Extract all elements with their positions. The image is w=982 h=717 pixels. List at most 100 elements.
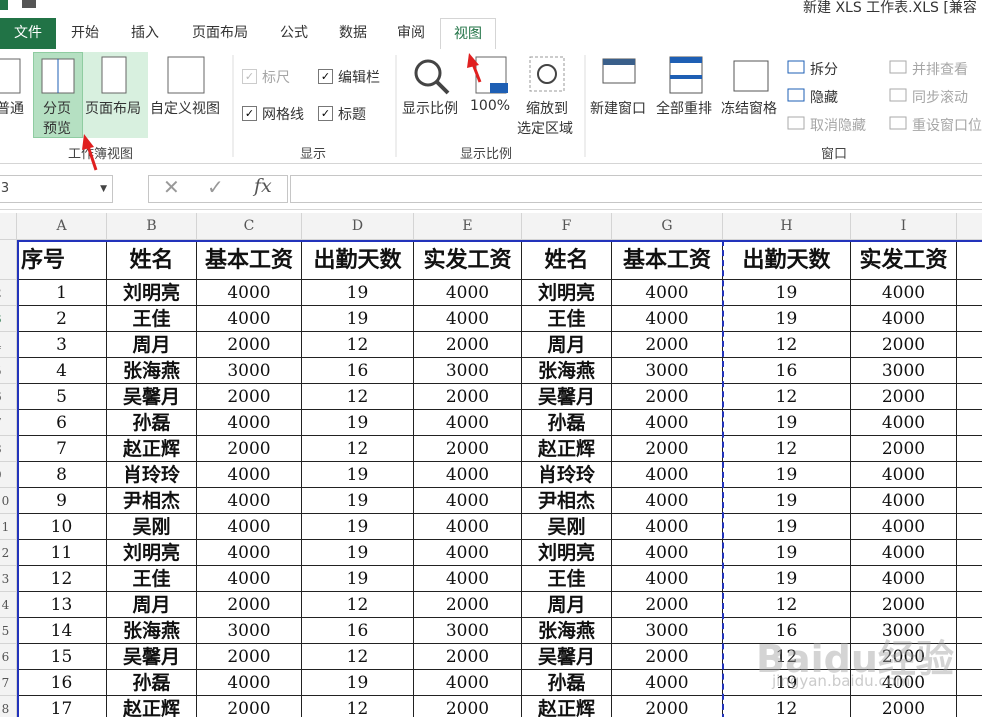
table-cell[interactable]: 2000 <box>612 592 723 618</box>
empty-cell[interactable] <box>957 540 982 566</box>
row-header[interactable]: 7 <box>0 410 17 436</box>
table-cell[interactable]: 2000 <box>851 332 957 358</box>
table-cell[interactable]: 吴刚 <box>107 514 197 540</box>
save-icon[interactable] <box>22 0 36 8</box>
table-cell[interactable]: 4000 <box>851 540 957 566</box>
row-header[interactable]: 11 <box>0 514 17 540</box>
table-cell[interactable]: 4000 <box>612 280 723 306</box>
table-cell[interactable]: 12 <box>302 644 414 670</box>
table-cell[interactable]: 尹相杰 <box>522 488 612 514</box>
table-cell[interactable]: 12 <box>17 566 107 592</box>
table-cell[interactable]: 4000 <box>414 670 522 696</box>
table-cell[interactable]: 4000 <box>612 514 723 540</box>
table-cell[interactable]: 4000 <box>851 462 957 488</box>
table-cell[interactable]: 2000 <box>414 384 522 410</box>
table-cell[interactable]: 19 <box>723 410 851 436</box>
empty-cell[interactable] <box>957 306 982 332</box>
table-cell[interactable]: 4000 <box>197 410 302 436</box>
table-cell[interactable]: 2000 <box>612 644 723 670</box>
empty-cell[interactable] <box>957 644 982 670</box>
row-header[interactable]: 8 <box>0 436 17 462</box>
table-cell[interactable]: 3000 <box>414 618 522 644</box>
table-cell[interactable]: 12 <box>723 436 851 462</box>
table-cell[interactable]: 4000 <box>851 566 957 592</box>
table-cell[interactable]: 3 <box>17 332 107 358</box>
table-cell[interactable]: 4000 <box>197 540 302 566</box>
enter-button[interactable]: ✓ <box>207 175 224 199</box>
table-cell[interactable]: 17 <box>17 696 107 717</box>
checkbox[interactable]: ✓ <box>242 106 257 121</box>
ribbon-button[interactable]: 隐藏 <box>810 90 838 106</box>
table-cell[interactable]: 11 <box>17 540 107 566</box>
table-cell[interactable]: 19 <box>302 488 414 514</box>
table-cell[interactable]: 12 <box>302 696 414 717</box>
column-header[interactable]: B <box>107 213 197 240</box>
table-cell[interactable]: 3000 <box>612 618 723 644</box>
empty-cell[interactable] <box>957 592 982 618</box>
table-cell[interactable]: 4000 <box>612 566 723 592</box>
table-cell[interactable]: 周月 <box>522 592 612 618</box>
table-cell[interactable]: 刘明亮 <box>522 540 612 566</box>
checkbox[interactable]: ✓ <box>242 69 257 84</box>
table-cell[interactable]: 孙磊 <box>107 670 197 696</box>
ribbon-tab[interactable]: 视图 <box>440 18 496 50</box>
column-header[interactable]: G <box>612 213 723 240</box>
row-header[interactable]: 12 <box>0 540 17 566</box>
row-header[interactable]: 16 <box>0 644 17 670</box>
table-cell[interactable]: 4000 <box>414 540 522 566</box>
table-cell[interactable]: 2000 <box>197 696 302 717</box>
table-cell[interactable]: 2000 <box>197 644 302 670</box>
empty-cell[interactable] <box>957 462 982 488</box>
table-cell[interactable]: 19 <box>723 306 851 332</box>
table-cell[interactable]: 4000 <box>197 462 302 488</box>
table-cell[interactable]: 4000 <box>414 462 522 488</box>
table-cell[interactable]: 4000 <box>851 280 957 306</box>
table-cell[interactable]: 2000 <box>414 332 522 358</box>
table-cell[interactable]: 2000 <box>197 592 302 618</box>
table-cell[interactable]: 19 <box>723 280 851 306</box>
table-cell[interactable]: 13 <box>17 592 107 618</box>
table-cell[interactable]: 12 <box>723 384 851 410</box>
table-cell[interactable]: 张海燕 <box>522 618 612 644</box>
checkbox-label[interactable]: 标题 <box>338 107 366 123</box>
table-cell[interactable]: 赵正辉 <box>107 436 197 462</box>
table-cell[interactable]: 孙磊 <box>522 410 612 436</box>
table-cell[interactable]: 19 <box>302 670 414 696</box>
ribbon-tab[interactable]: 开始 <box>71 25 99 41</box>
table-cell[interactable]: 19 <box>723 462 851 488</box>
ribbon-button[interactable]: 拆分 <box>810 62 838 78</box>
table-cell[interactable]: 2000 <box>612 384 723 410</box>
table-cell[interactable]: 16 <box>302 358 414 384</box>
ribbon-button[interactable]: 普通 <box>0 101 24 117</box>
column-header[interactable]: H <box>723 213 851 240</box>
row-header[interactable]: 4 <box>0 332 17 358</box>
table-cell[interactable]: 2000 <box>851 696 957 717</box>
table-cell[interactable]: 4000 <box>612 540 723 566</box>
table-cell[interactable]: 12 <box>723 644 851 670</box>
table-cell[interactable]: 2000 <box>851 592 957 618</box>
table-cell[interactable]: 2000 <box>612 436 723 462</box>
column-header[interactable]: A <box>17 213 107 240</box>
checkbox-label[interactable]: 编辑栏 <box>338 70 380 86</box>
table-cell[interactable]: 3000 <box>414 358 522 384</box>
table-cell[interactable]: 吴馨月 <box>522 384 612 410</box>
table-cell[interactable]: 12 <box>723 696 851 717</box>
table-cell[interactable]: 4000 <box>851 488 957 514</box>
dropdown[interactable]: ▼ <box>100 184 107 194</box>
table-cell[interactable]: 4000 <box>414 566 522 592</box>
table-cell[interactable]: 16 <box>302 618 414 644</box>
empty-cell[interactable] <box>957 514 982 540</box>
ribbon-button[interactable]: 全部重排 <box>656 101 712 117</box>
header-cell[interactable]: 出勤天数 <box>302 240 414 280</box>
header-cell[interactable]: 出勤天数 <box>723 240 851 280</box>
table-cell[interactable]: 张海燕 <box>522 358 612 384</box>
table-cell[interactable]: 王佳 <box>107 306 197 332</box>
row-header[interactable]: 1 <box>0 240 17 280</box>
ribbon-button[interactable]: 预览 <box>43 121 71 137</box>
empty-cell[interactable] <box>957 566 982 592</box>
table-cell[interactable]: 4000 <box>414 514 522 540</box>
table-cell[interactable]: 19 <box>723 488 851 514</box>
ribbon-button[interactable]: 新建窗口 <box>590 101 646 117</box>
table-cell[interactable]: 19 <box>302 514 414 540</box>
ribbon-button[interactable]: 显示比例 <box>402 101 458 117</box>
